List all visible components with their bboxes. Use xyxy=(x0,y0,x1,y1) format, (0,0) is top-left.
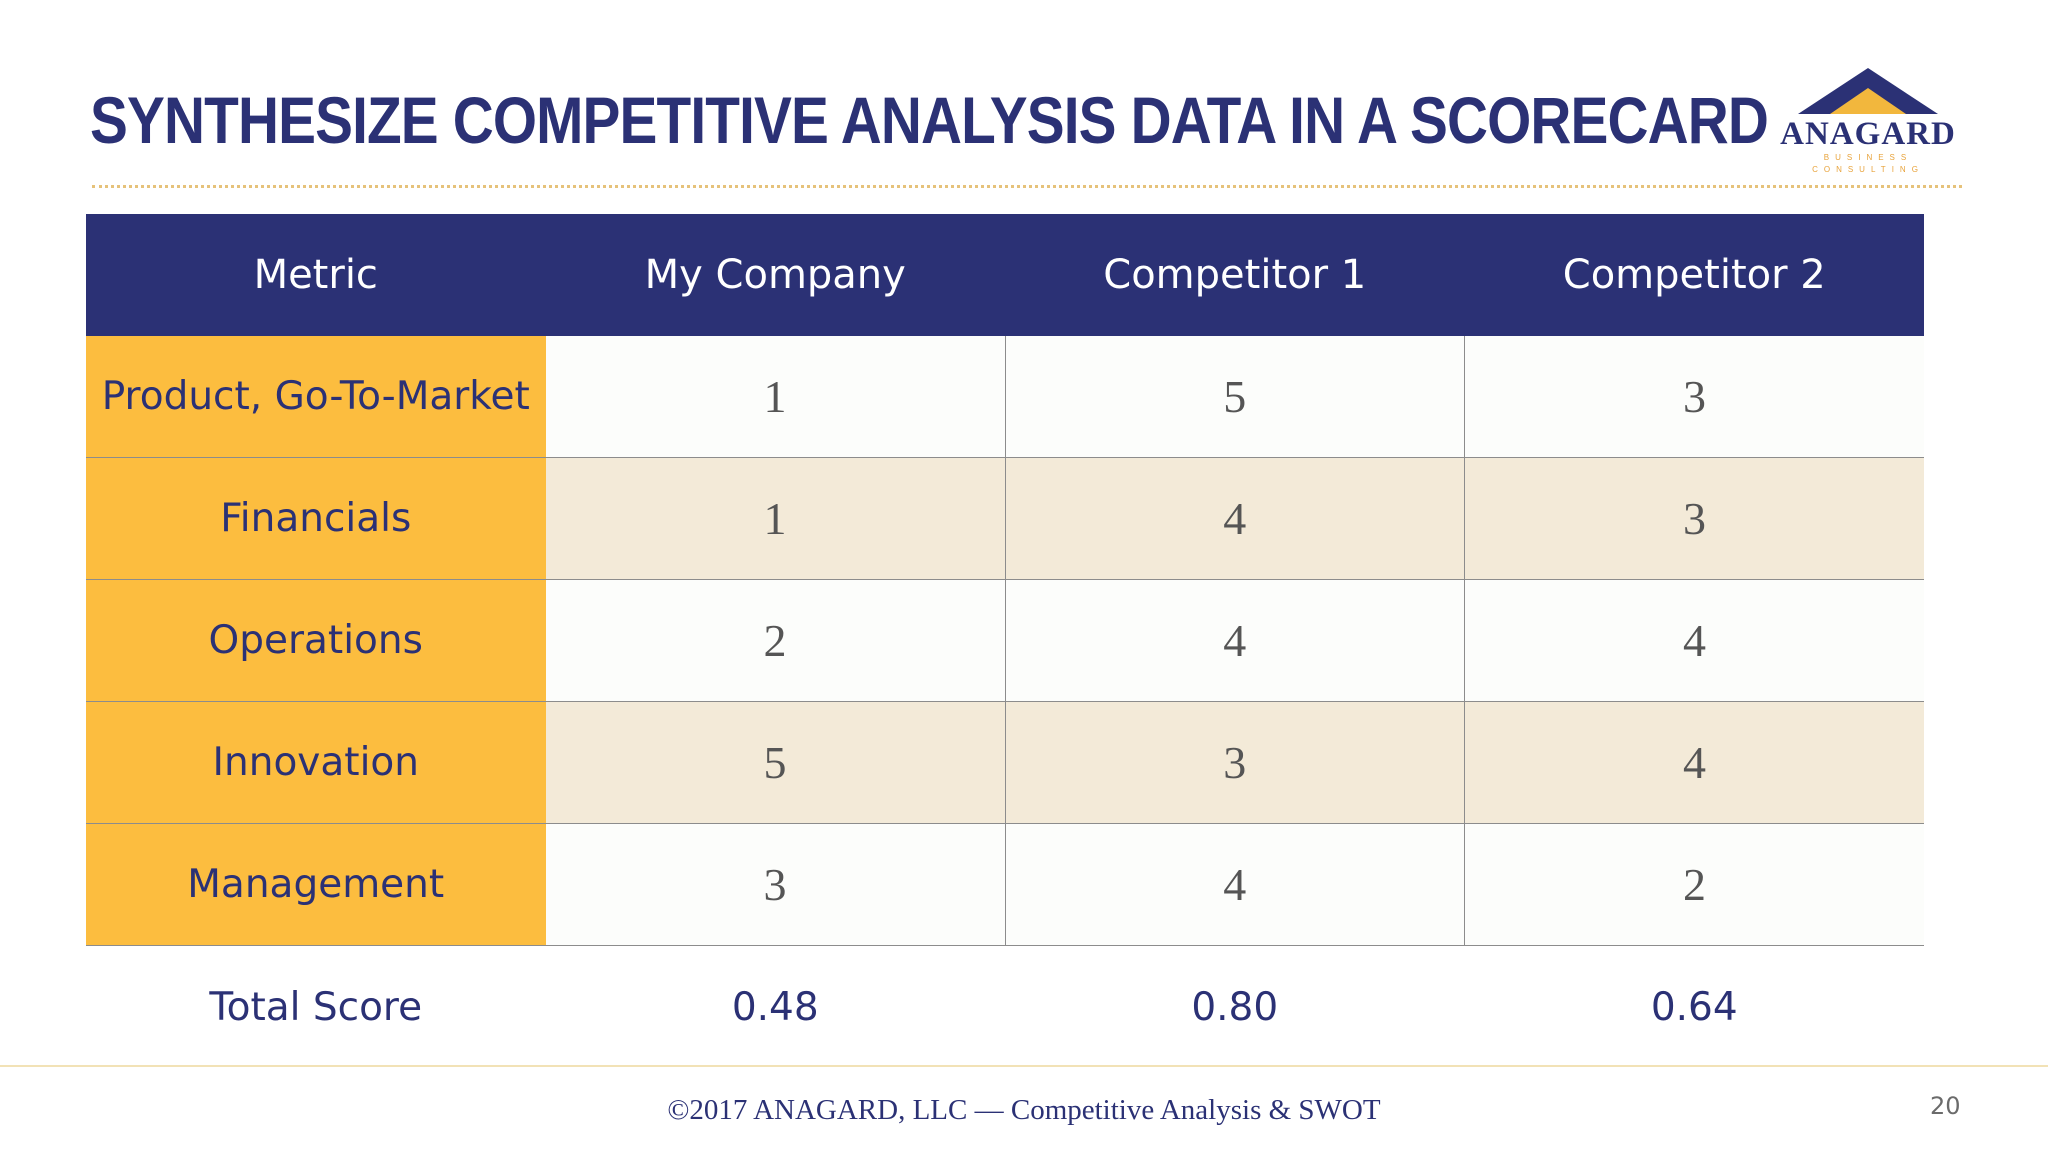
score-cell: 4 xyxy=(1004,457,1465,580)
total-score: 0.48 xyxy=(545,945,1005,1068)
anagard-logo: ANAGARD BUSINESS CONSULTING xyxy=(1768,66,1968,174)
score-cell: 3 xyxy=(1464,457,1924,580)
header-competitor-1: Competitor 1 xyxy=(1005,214,1465,336)
table-row: Operations 2 4 4 xyxy=(86,579,1924,702)
footer-divider xyxy=(0,1065,2048,1067)
header-metric: Metric xyxy=(86,214,546,336)
metric-label: Financials xyxy=(86,457,546,580)
score-cell: 2 xyxy=(1464,823,1924,946)
score-cell: 3 xyxy=(1464,336,1924,458)
score-cell: 1 xyxy=(545,457,1005,580)
score-cell: 2 xyxy=(545,579,1005,702)
roof-icon xyxy=(1798,68,1938,114)
logo-tagline: BUSINESS CONSULTING xyxy=(1812,153,1924,174)
score-cell: 3 xyxy=(1004,701,1465,824)
total-score: 0.64 xyxy=(1464,945,1924,1068)
score-cell: 4 xyxy=(1004,579,1465,702)
metric-label: Product, Go-To-Market xyxy=(86,336,546,458)
header-competitor-2: Competitor 2 xyxy=(1464,214,1924,336)
score-cell: 1 xyxy=(545,336,1005,458)
logo-name: ANAGARD xyxy=(1780,116,1956,152)
metric-label: Operations xyxy=(86,579,546,702)
score-cell: 5 xyxy=(545,701,1005,824)
score-cell: 4 xyxy=(1464,579,1924,702)
scorecard-table: Metric My Company Competitor 1 Competito… xyxy=(86,214,1924,1068)
header-row: Metric My Company Competitor 1 Competito… xyxy=(86,214,1924,336)
score-cell: 5 xyxy=(1004,336,1465,458)
table-row: Management 3 4 2 xyxy=(86,823,1924,946)
total-score: 0.80 xyxy=(1005,945,1465,1068)
total-row: Total Score 0.48 0.80 0.64 xyxy=(86,945,1924,1068)
metric-label: Innovation xyxy=(86,701,546,824)
title-divider xyxy=(92,185,1962,188)
table-row: Financials 1 4 3 xyxy=(86,457,1924,580)
total-label: Total Score xyxy=(86,945,546,1068)
footer-text: ©2017 ANAGARD, LLC — Competitive Analysi… xyxy=(667,1094,1381,1126)
header-my-company: My Company xyxy=(545,214,1005,336)
score-cell: 4 xyxy=(1004,823,1465,946)
page-number: 20 xyxy=(1930,1092,1961,1120)
slide-title: SYNTHESIZE COMPETITIVE ANALYSIS DATA IN … xyxy=(90,83,1769,157)
table-row: Product, Go-To-Market 1 5 3 xyxy=(86,336,1924,458)
table-row: Innovation 5 3 4 xyxy=(86,701,1924,824)
score-cell: 4 xyxy=(1464,701,1924,824)
score-cell: 3 xyxy=(545,823,1005,946)
metric-label: Management xyxy=(86,823,546,946)
